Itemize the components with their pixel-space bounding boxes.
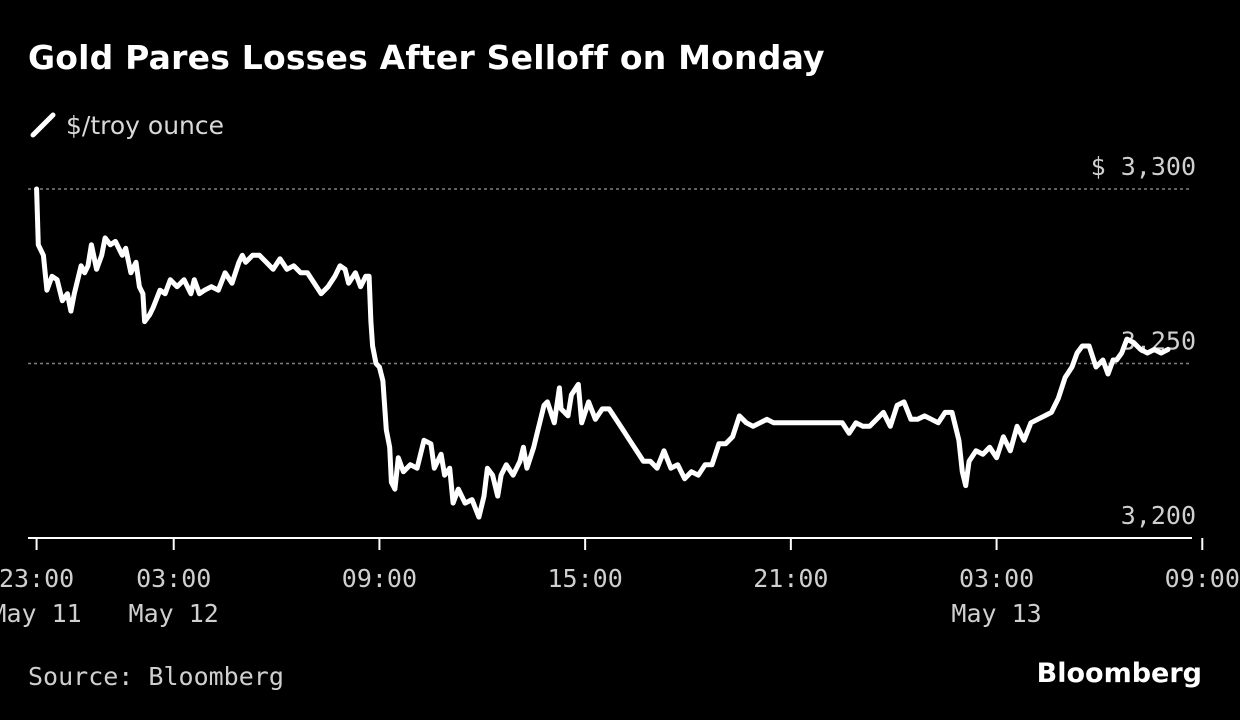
x-axis: 23:00 May 11 03:00 May 12 09:00 15:00 21:00 03:… — [0, 537, 1240, 628]
x-tick-label: 09:00 — [342, 564, 417, 593]
x-tick-date-label: May 12 — [129, 599, 219, 628]
x-tick-label: 23:00 — [0, 564, 74, 593]
x-tick-label: 15:00 — [548, 564, 623, 593]
series-layer — [34, 186, 1171, 520]
x-tick-label: 03:00 — [959, 564, 1034, 593]
x-tick-date-label: May 13 — [951, 599, 1041, 628]
series-line — [34, 186, 1171, 520]
gridlines — [28, 188, 1192, 365]
chart-title: Gold Pares Losses After Selloff on Monda… — [28, 38, 825, 77]
y-tick-label: 3,200 — [1121, 501, 1196, 530]
source-note: Source: Bloomberg — [28, 662, 284, 691]
y-tick-label: $ 3,300 — [1091, 152, 1196, 181]
line-swatch-icon — [30, 112, 56, 138]
bloomberg-logo: Bloomberg — [1036, 658, 1202, 689]
x-tick-label: 03:00 — [136, 564, 211, 593]
x-tick-label: 21:00 — [753, 564, 828, 593]
x-tick-date-label: May 11 — [0, 599, 82, 628]
legend: $/troy ounce — [30, 108, 224, 142]
unit-label: $/troy ounce — [66, 110, 225, 140]
x-tick-label: 09:00 — [1165, 564, 1240, 593]
